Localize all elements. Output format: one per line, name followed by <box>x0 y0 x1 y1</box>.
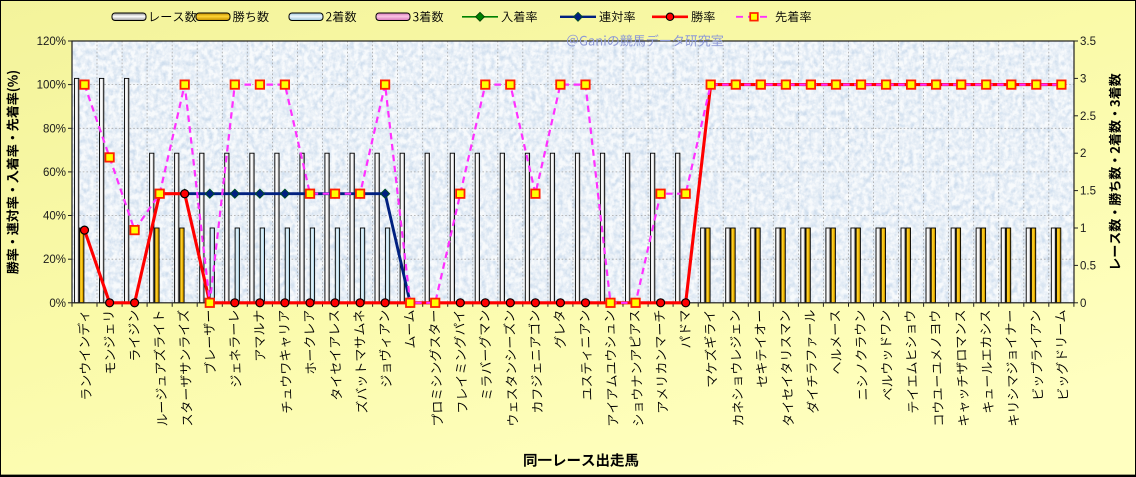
svg-text:40%: 40% <box>43 211 66 223</box>
svg-text:100%: 100% <box>37 80 66 92</box>
svg-text:80%: 80% <box>43 123 66 135</box>
svg-text:0%: 0% <box>49 298 66 310</box>
svg-text:0.5: 0.5 <box>1080 260 1096 272</box>
svg-text:1: 1 <box>1080 223 1086 235</box>
svg-text:60%: 60% <box>43 167 66 179</box>
svg-text:120%: 120% <box>37 36 66 48</box>
svg-text:1.5: 1.5 <box>1080 186 1096 198</box>
svg-text:3: 3 <box>1080 73 1086 85</box>
svg-text:2.5: 2.5 <box>1080 111 1096 123</box>
svg-text:3.5: 3.5 <box>1080 36 1096 48</box>
svg-text:2: 2 <box>1080 148 1086 160</box>
svg-text:20%: 20% <box>43 254 66 266</box>
svg-text:0: 0 <box>1080 298 1086 310</box>
